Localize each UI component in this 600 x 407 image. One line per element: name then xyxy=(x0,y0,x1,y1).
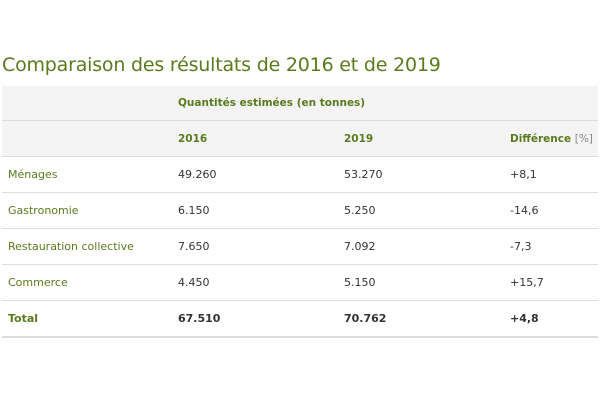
column-header-2016: 2016 xyxy=(172,120,338,157)
table-row: Ménages 49.260 53.270 +8,1 xyxy=(2,156,599,193)
column-header-difference: Différence [%] xyxy=(504,120,599,157)
table-group-header-row: Quantités estimées (en tonnes) xyxy=(2,86,599,121)
group-header-quantities: Quantités estimées (en tonnes) xyxy=(172,86,599,121)
total-2016: 67.510 xyxy=(172,300,338,338)
total-label: Total xyxy=(2,300,172,338)
total-difference: +4,8 xyxy=(504,300,599,338)
row-label: Gastronomie xyxy=(2,192,172,229)
row-label: Commerce xyxy=(2,264,172,301)
row-label: Ménages xyxy=(2,156,172,193)
value-difference: +8,1 xyxy=(504,156,599,193)
value-2019: 7.092 xyxy=(338,228,504,265)
value-difference: +15,7 xyxy=(504,264,599,301)
value-2019: 53.270 xyxy=(338,156,504,193)
table-row: Gastronomie 6.150 5.250 -14,6 xyxy=(2,192,599,229)
page-title: Comparaison des résultats de 2016 et de … xyxy=(2,54,441,76)
value-2016: 7.650 xyxy=(172,228,338,265)
difference-label: Différence xyxy=(510,132,572,145)
value-difference: -7,3 xyxy=(504,228,599,265)
value-2016: 4.450 xyxy=(172,264,338,301)
empty-header-cell xyxy=(2,120,172,157)
value-2019: 5.150 xyxy=(338,264,504,301)
table-row: Commerce 4.450 5.150 +15,7 xyxy=(2,264,599,301)
empty-header-cell xyxy=(2,86,172,121)
value-2016: 49.260 xyxy=(172,156,338,193)
table-column-header-row: 2016 2019 Différence [%] xyxy=(2,120,599,157)
value-difference: -14,6 xyxy=(504,192,599,229)
value-2019: 5.250 xyxy=(338,192,504,229)
column-header-2019: 2019 xyxy=(338,120,504,157)
comparison-table: Quantités estimées (en tonnes) 2016 2019… xyxy=(2,86,599,338)
comparison-table-container: Quantités estimées (en tonnes) 2016 2019… xyxy=(2,86,599,338)
table-row: Restauration collective 7.650 7.092 -7,3 xyxy=(2,228,599,265)
difference-unit: [%] xyxy=(574,132,593,145)
value-2016: 6.150 xyxy=(172,192,338,229)
row-label: Restauration collective xyxy=(2,228,172,265)
total-2019: 70.762 xyxy=(338,300,504,338)
table-total-row: Total 67.510 70.762 +4,8 xyxy=(2,300,599,338)
